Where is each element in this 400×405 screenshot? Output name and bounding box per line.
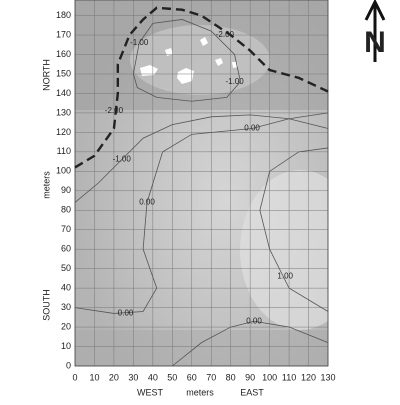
blob <box>215 58 223 66</box>
contour-label: 0.00 <box>139 198 155 207</box>
y-tick-label: 140 <box>56 88 71 98</box>
y-tick-label: 180 <box>56 10 71 20</box>
x-axis-label: WEST <box>137 387 164 397</box>
contour-label: -1.00 <box>113 155 132 164</box>
x-tick-label: 20 <box>109 372 119 382</box>
y-tick-label: 20 <box>61 321 71 331</box>
x-tick-label: 100 <box>262 372 277 382</box>
contour-line <box>172 320 329 367</box>
x-tick-label: 130 <box>320 372 335 382</box>
contour-line <box>74 114 329 203</box>
x-tick-label: 90 <box>245 372 255 382</box>
contour-label: 1.00 <box>277 272 293 281</box>
contour-line <box>132 19 241 102</box>
x-axis-label: EAST <box>240 387 264 397</box>
x-tick-label: 40 <box>148 372 158 382</box>
contour-label: -1.00 <box>225 77 244 86</box>
contour-line <box>74 112 329 314</box>
contour-line <box>74 6 329 169</box>
south-shade <box>75 330 328 366</box>
contour-line <box>259 147 329 312</box>
y-tick-label: 130 <box>56 107 71 117</box>
north-arrow: N <box>364 0 386 62</box>
y-tick-label: 160 <box>56 49 71 59</box>
contour-label: -1.00 <box>130 38 149 47</box>
y-tick-label: 70 <box>61 224 71 234</box>
blob <box>165 48 173 56</box>
y-tick-label: 10 <box>61 341 71 351</box>
x-tick-label: 0 <box>72 372 77 382</box>
y-tick-label: 90 <box>61 185 71 195</box>
contour-label: 0.00 <box>118 309 134 318</box>
y-axis-label: meters <box>41 171 51 199</box>
compass-label: N <box>364 26 386 59</box>
blob <box>140 65 158 76</box>
y-axis-label: NORTH <box>41 59 51 91</box>
y-tick-label: 110 <box>57 146 71 156</box>
y-tick-label: 40 <box>61 283 71 293</box>
y-tick-label: 30 <box>61 302 71 312</box>
contour-label: 0.00 <box>244 124 260 133</box>
y-tick-label: 100 <box>56 166 71 176</box>
y-tick-label: 80 <box>61 205 71 215</box>
y-tick-label: 120 <box>56 127 71 137</box>
blobs <box>140 37 238 84</box>
x-tick-label: 70 <box>206 372 216 382</box>
y-axis-label: SOUTH <box>41 289 51 321</box>
shading <box>75 0 328 366</box>
arrow-head <box>364 0 386 21</box>
x-tick-label: 120 <box>301 372 316 382</box>
y-tick-label: 50 <box>61 263 71 273</box>
y-tick-label: 0 <box>66 360 71 370</box>
x-tick-label: 60 <box>187 372 197 382</box>
x-tick-label: 10 <box>89 372 99 382</box>
contour-label: 0.00 <box>246 316 262 325</box>
x-tick-label: 80 <box>226 372 236 382</box>
y-tick-label: 170 <box>56 29 71 39</box>
plot-frame <box>74 0 329 367</box>
east-light <box>240 170 328 330</box>
x-tick-label: 50 <box>167 372 177 382</box>
y-tick-label: 60 <box>61 244 71 254</box>
blob <box>177 68 194 84</box>
x-tick-label: 110 <box>282 372 296 382</box>
contour-label: -2.00 <box>216 30 235 39</box>
blob <box>200 37 208 46</box>
x-tick-label: 30 <box>128 372 138 382</box>
y-tick-label: 150 <box>56 68 71 78</box>
north-light <box>130 25 270 95</box>
x-axis-label: meters <box>186 387 214 397</box>
contour-label: -2.00 <box>105 106 124 115</box>
